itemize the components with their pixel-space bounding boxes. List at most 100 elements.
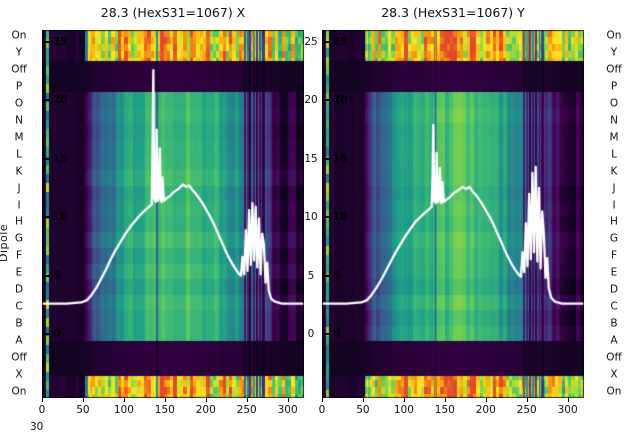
x-tick-mark bbox=[164, 398, 166, 402]
x-tick-label-200: 200 bbox=[475, 404, 496, 416]
x-tick-label-250: 250 bbox=[516, 404, 537, 416]
x-tick-label-0: 0 bbox=[318, 404, 326, 416]
row-label-f: F bbox=[15, 249, 23, 262]
tick-mark-icon bbox=[323, 333, 330, 335]
heatmap-plot-y: 25 20 15 10 5 0 bbox=[322, 30, 584, 398]
row-label-n: N bbox=[610, 114, 618, 127]
inner-tick-label: 25 bbox=[333, 36, 348, 48]
tick-mark-icon bbox=[323, 41, 330, 43]
tick-mark-icon bbox=[43, 216, 50, 219]
row-label-on: On bbox=[606, 29, 622, 42]
inner-tick-15: 15 bbox=[323, 153, 348, 165]
tick-mark-icon bbox=[43, 99, 50, 102]
inner-tick-label: 0 bbox=[333, 328, 341, 340]
inner-tick-label: 5 bbox=[53, 269, 61, 282]
x-tick-label-100: 100 bbox=[113, 404, 134, 416]
row-label-m: M bbox=[14, 131, 24, 144]
row-label-i: I bbox=[17, 199, 21, 212]
row-label-h: H bbox=[15, 215, 23, 228]
row-label-off: Off bbox=[606, 351, 622, 364]
x-tick-mark bbox=[42, 398, 43, 402]
row-labels-left: On Y Off P O N M L K J I H G F E D C B A Off X On bbox=[1, 30, 37, 398]
tick-mark-icon bbox=[43, 157, 50, 160]
heatmap-canvas-y bbox=[322, 30, 584, 398]
x-tick-mark bbox=[567, 398, 569, 402]
x-tick-label-100: 100 bbox=[393, 404, 414, 416]
inner-tick-10: 10 bbox=[323, 211, 348, 223]
between-plot-tick-labels: 25 20 15 10 5 0 bbox=[301, 30, 321, 398]
row-label-l: L bbox=[611, 148, 617, 161]
row-label-b: B bbox=[610, 317, 618, 330]
inner-tick-20: 20 bbox=[323, 94, 348, 106]
x-tick-label-200: 200 bbox=[195, 404, 216, 416]
x-tick-label-150: 150 bbox=[434, 404, 455, 416]
row-label-off: Off bbox=[11, 63, 27, 76]
row-label-i: I bbox=[612, 199, 616, 212]
row-label-d: D bbox=[14, 283, 24, 296]
row-label-g: G bbox=[609, 232, 619, 245]
inner-tick-label: 15 bbox=[333, 152, 348, 165]
inner-tick-label: 25 bbox=[53, 36, 68, 48]
row-label-h: H bbox=[610, 215, 618, 228]
tick-mark-icon bbox=[323, 157, 330, 160]
row-label-l: L bbox=[16, 148, 22, 161]
inner-tick-5: 5 bbox=[43, 270, 60, 282]
between-tick-label-20: 20 bbox=[304, 94, 318, 107]
x-tick-label-0: 0 bbox=[38, 404, 46, 416]
row-label-on: On bbox=[11, 29, 27, 42]
inner-tick-25: 25 bbox=[323, 36, 348, 48]
row-label-f: F bbox=[610, 249, 618, 262]
inner-tick-0: 0 bbox=[43, 328, 60, 340]
row-label-n: N bbox=[15, 114, 23, 127]
row-label-p: P bbox=[15, 80, 23, 93]
x-tick-label-250: 250 bbox=[236, 404, 257, 416]
x-tick-mark bbox=[123, 398, 125, 402]
x-tick-mark bbox=[246, 398, 248, 402]
inner-tick-label: 20 bbox=[53, 94, 68, 107]
x-tick-mark bbox=[485, 398, 487, 402]
row-label-on: On bbox=[606, 385, 622, 398]
between-tick-label-0: 0 bbox=[307, 328, 315, 340]
inner-tick-15: 15 bbox=[43, 153, 68, 165]
x-tick-label-150: 150 bbox=[154, 404, 175, 416]
inner-tick-label: 15 bbox=[53, 152, 68, 165]
row-label-d: D bbox=[609, 283, 619, 296]
inner-tick-label: 0 bbox=[53, 328, 61, 340]
inner-tick-label: 10 bbox=[53, 211, 68, 224]
row-label-c: C bbox=[15, 300, 23, 313]
row-label-on: On bbox=[11, 385, 27, 398]
tick-mark-icon bbox=[43, 41, 50, 43]
heatmap-canvas-x bbox=[42, 30, 304, 398]
heatmap-plot-x: 25 20 15 10 5 0 bbox=[42, 30, 304, 398]
row-label-x: X bbox=[610, 368, 618, 381]
tick-mark-icon bbox=[323, 99, 330, 102]
row-label-k: K bbox=[610, 165, 618, 178]
x-tick-mark bbox=[322, 398, 323, 402]
row-label-g: G bbox=[14, 232, 24, 245]
row-label-b: B bbox=[15, 317, 23, 330]
x-tick-label-300: 300 bbox=[277, 404, 298, 416]
x-tick-mark bbox=[362, 398, 364, 402]
inner-tick-label: 5 bbox=[333, 269, 341, 282]
tick-mark-icon bbox=[323, 274, 330, 277]
inner-tick-0: 0 bbox=[323, 328, 340, 340]
x-tick-mark bbox=[287, 398, 289, 402]
inner-tick-20: 20 bbox=[43, 94, 68, 106]
between-tick-label-10: 10 bbox=[304, 211, 318, 224]
row-label-k: K bbox=[15, 165, 23, 178]
inner-tick-5: 5 bbox=[323, 270, 340, 282]
plot-title-y: 28.3 (HexS31=1067) Y bbox=[381, 5, 525, 20]
row-label-e: E bbox=[610, 266, 618, 279]
tick-mark-icon bbox=[43, 274, 50, 277]
row-label-off: Off bbox=[11, 351, 27, 364]
inner-tick-label: 10 bbox=[333, 211, 348, 224]
corner-label: 30 bbox=[30, 421, 44, 433]
row-labels-right: On Y Off P O N M L K J I H G F E D C B A Off X On bbox=[596, 30, 632, 398]
tick-mark-icon bbox=[43, 333, 50, 335]
x-axis-y: 0 50 100 150 200 250 300 bbox=[318, 398, 584, 420]
tick-mark-icon bbox=[323, 216, 330, 219]
row-label-m: M bbox=[609, 131, 619, 144]
row-label-a: A bbox=[15, 334, 23, 347]
x-tick-mark bbox=[205, 398, 207, 402]
